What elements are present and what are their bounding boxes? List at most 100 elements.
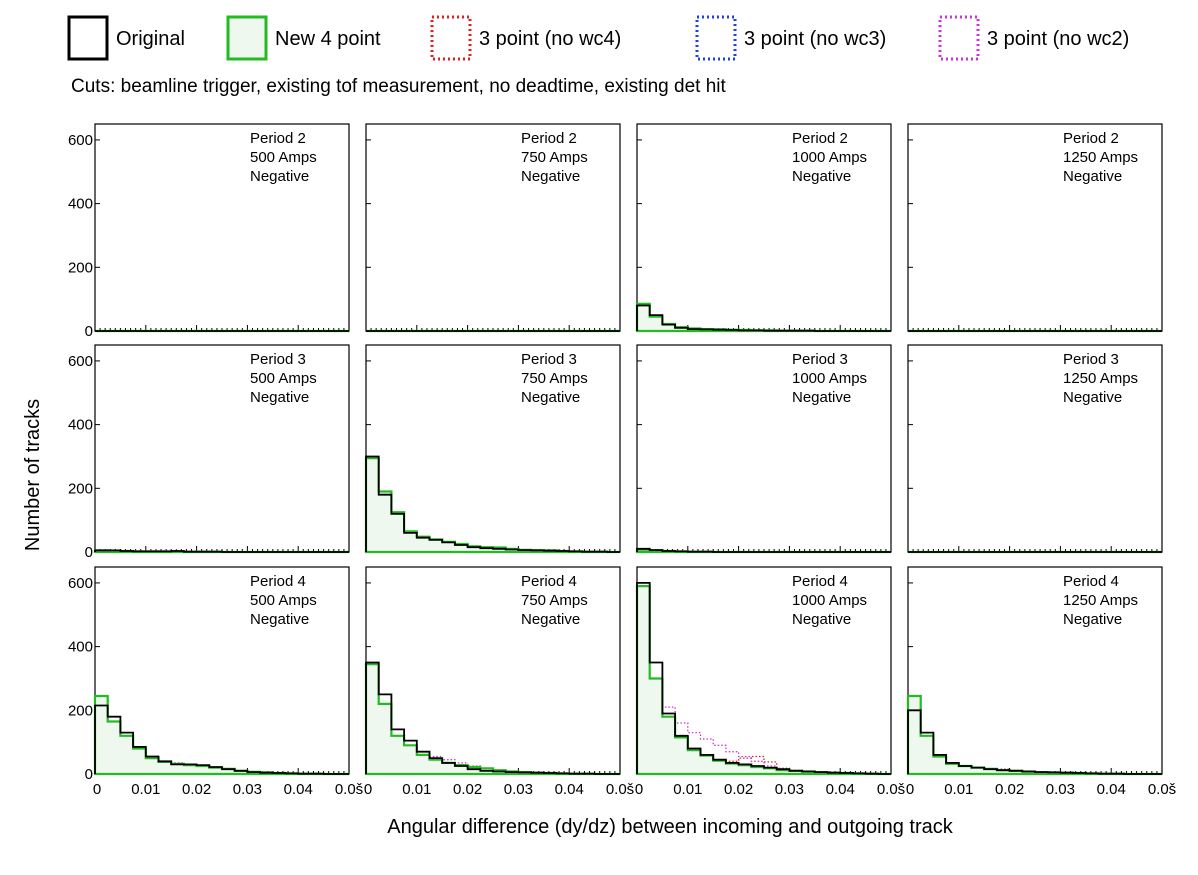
x-tick-label: 0.02 xyxy=(995,781,1024,798)
legend-label: Original xyxy=(116,28,185,50)
panel-10: 0 0.01 0.02 0.03 0.04 0.0š Period 4 750 Amps Neg… xyxy=(364,566,634,798)
x-tick-label: 0.0š xyxy=(606,781,634,798)
x-tick-label: 0 xyxy=(635,781,643,798)
x-tick-label: 0.0š xyxy=(1148,781,1176,798)
panel-label-polarity: Negative xyxy=(250,168,309,185)
legend-entry-4: 3 point (no wc3) xyxy=(695,15,886,61)
legend-label: 3 point (no wc2) xyxy=(987,28,1129,50)
legend-entry-3: 3 point (no wc4) xyxy=(430,15,621,61)
x-tick-label: 0.01 xyxy=(673,781,702,798)
panel-label-current: 500 Amps xyxy=(250,149,317,166)
y-tick-label: 600 xyxy=(68,132,93,149)
x-tick-label: 0.02 xyxy=(724,781,753,798)
panel-8: Period 3 1250 Amps Negative xyxy=(907,344,1163,554)
hist-original xyxy=(94,704,349,775)
panel-frame xyxy=(636,344,892,553)
panel-frame xyxy=(636,123,892,332)
panel-label-period: Period 3 xyxy=(1063,351,1119,368)
x-tick-label: 0.02 xyxy=(453,781,482,798)
legend-entry-1: Original xyxy=(67,15,185,61)
hist-original xyxy=(365,661,620,775)
panel-label-period: Period 3 xyxy=(521,351,577,368)
legend-swatch xyxy=(695,15,737,61)
x-tick-label: 0.04 xyxy=(284,781,313,798)
y-tick-label: 600 xyxy=(68,575,93,592)
panel-label-current: 750 Amps xyxy=(521,370,588,387)
hist-original xyxy=(907,709,1162,775)
cuts-caption: Cuts: beamline trigger, existing tof mea… xyxy=(71,76,727,97)
y-tick-label: 400 xyxy=(68,196,93,213)
panel-1: 0 200 400 600 Period 2 500 Amps Negative xyxy=(68,123,350,340)
panel-label-period: Period 4 xyxy=(792,573,848,590)
x-tick-label: 0.01 xyxy=(944,781,973,798)
panel-frame xyxy=(907,566,1163,775)
panel-frame xyxy=(94,344,350,553)
panel-label-current: 1250 Amps xyxy=(1063,370,1138,387)
y-tick-label: 200 xyxy=(68,702,93,719)
x-tick-label: 0.0š xyxy=(335,781,363,798)
panel-frame xyxy=(94,566,350,775)
panel-frame xyxy=(907,123,1163,332)
panel-label-polarity: Negative xyxy=(250,611,309,628)
panel-label-period: Period 4 xyxy=(250,573,306,590)
panel-label-polarity: Negative xyxy=(1063,611,1122,628)
legend-swatch xyxy=(67,15,109,61)
legend-label: 3 point (no wc4) xyxy=(479,28,621,50)
y-tick-label: 0 xyxy=(85,544,93,561)
x-axis-label: Angular difference (dy/dz) between incom… xyxy=(387,816,954,838)
y-axis-label: Number of tracks xyxy=(22,399,44,551)
panel-frame xyxy=(94,123,350,332)
panel-label-polarity: Negative xyxy=(250,389,309,406)
legend: Original New 4 point 3 point (no wc4) 3 poi… xyxy=(67,15,1129,61)
panel-label-period: Period 2 xyxy=(1063,130,1119,147)
panel-label-current: 500 Amps xyxy=(250,370,317,387)
x-tick-label: 0.03 xyxy=(504,781,533,798)
panel-label-polarity: Negative xyxy=(521,168,580,185)
x-tick-label: 0.04 xyxy=(555,781,584,798)
panel-label-current: 750 Amps xyxy=(521,149,588,166)
panel-label-period: Period 2 xyxy=(250,130,306,147)
panel-label-period: Period 3 xyxy=(250,351,306,368)
legend-swatch xyxy=(938,15,980,61)
panel-label-period: Period 3 xyxy=(792,351,848,368)
legend-entry-2: New 4 point xyxy=(226,15,381,61)
panel-label-current: 1000 Amps xyxy=(792,149,867,166)
panel-label-current: 1250 Amps xyxy=(1063,149,1138,166)
panel-7: Period 3 1000 Amps Negative xyxy=(635,344,892,554)
legend-label: New 4 point xyxy=(275,28,381,50)
panel-frame xyxy=(365,344,621,553)
panel-label-polarity: Negative xyxy=(521,389,580,406)
legend-label: 3 point (no wc3) xyxy=(744,28,886,50)
panel-label-period: Period 2 xyxy=(792,130,848,147)
panel-label-polarity: Negative xyxy=(521,611,580,628)
panel-frame xyxy=(365,123,621,332)
x-tick-label: 0.02 xyxy=(182,781,211,798)
y-tick-label: 200 xyxy=(68,480,93,497)
hist-original xyxy=(636,547,891,553)
legend-swatch xyxy=(430,15,472,61)
panel-4: Period 2 1250 Amps Negative xyxy=(907,123,1163,333)
x-tick-label: 0.04 xyxy=(1097,781,1126,798)
panel-5: 0 200 400 600 Period 3 500 Amps Negative xyxy=(68,344,350,561)
y-tick-label: 0 xyxy=(85,323,93,340)
panel-label-period: Period 4 xyxy=(521,573,577,590)
hist-original xyxy=(636,304,891,332)
y-tick-label: 200 xyxy=(68,259,93,276)
panel-11: 0 0.01 0.02 0.03 0.04 0.0š Period 4 1000 Amps Ne… xyxy=(635,566,905,798)
y-tick-label: 400 xyxy=(68,639,93,656)
y-tick-label: 600 xyxy=(68,353,93,370)
panel-label-current: 750 Amps xyxy=(521,592,588,609)
panel-frame xyxy=(365,566,621,775)
panel-label-current: 1000 Amps xyxy=(792,370,867,387)
x-tick-label: 0 xyxy=(906,781,914,798)
panel-label-current: 1000 Amps xyxy=(792,592,867,609)
panel-label-current: 500 Amps xyxy=(250,592,317,609)
y-tick-label: 400 xyxy=(68,417,93,434)
x-tick-label: 0.01 xyxy=(131,781,160,798)
panel-6: Period 3 750 Amps Negative xyxy=(364,344,621,554)
panel-label-polarity: Negative xyxy=(792,611,851,628)
hist-original xyxy=(636,582,891,775)
hist-original xyxy=(94,549,349,553)
